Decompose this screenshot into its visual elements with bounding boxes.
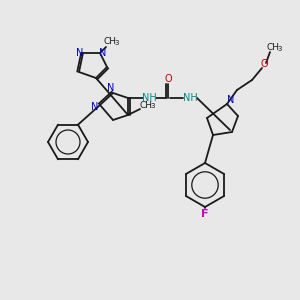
Text: N: N (76, 48, 84, 58)
Text: CH: CH (266, 44, 280, 52)
Text: O: O (164, 74, 172, 84)
Text: O: O (260, 59, 268, 69)
Text: N: N (227, 95, 235, 105)
Text: CH: CH (140, 100, 152, 109)
Text: N: N (107, 83, 115, 93)
Text: N: N (91, 102, 99, 112)
Text: 3: 3 (115, 40, 119, 46)
Text: NH: NH (142, 93, 156, 103)
Text: NH: NH (183, 93, 197, 103)
Text: F: F (201, 209, 209, 219)
Text: CH: CH (103, 38, 116, 46)
Text: 3: 3 (278, 46, 282, 52)
Text: 3: 3 (151, 103, 155, 109)
Text: N: N (99, 48, 107, 58)
